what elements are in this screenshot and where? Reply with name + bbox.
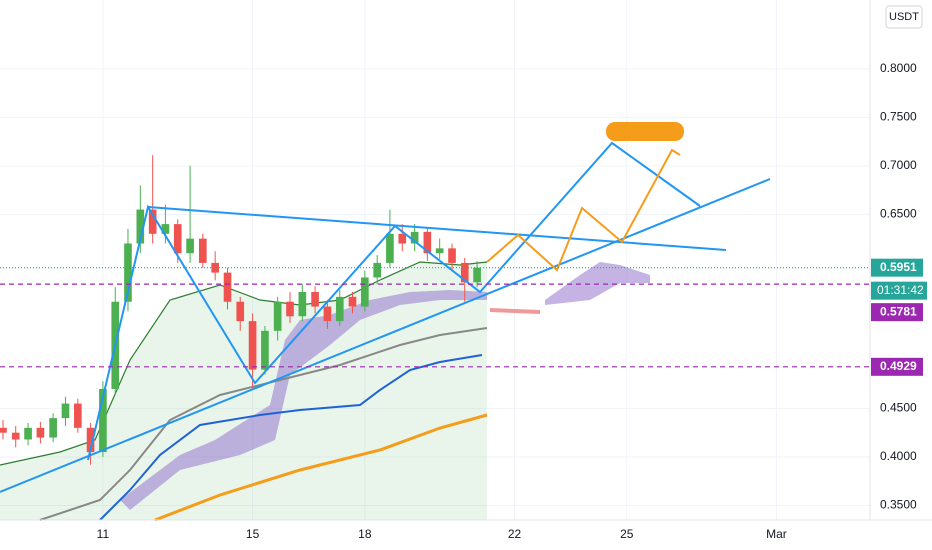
candle-body [361, 277, 369, 307]
candle-body [473, 267, 481, 283]
candle-body [61, 403, 70, 419]
ichimoku-cloud-red [490, 308, 540, 314]
candle-body [311, 292, 319, 307]
candle-body [261, 330, 269, 370]
price-label: 0.5781 [880, 304, 917, 318]
zigzag [87, 141, 701, 461]
x-tick-label: 18 [358, 527, 372, 541]
x-tick-label: 11 [97, 527, 110, 541]
candle-body [36, 427, 45, 438]
ichimoku-cloud-future [545, 262, 650, 305]
currency-badge[interactable] [885, 5, 923, 29]
countdown: 01:31:42 [877, 283, 924, 297]
price-label-box [871, 258, 923, 277]
price-label: 0.5951 [880, 260, 917, 274]
y-tick-label: 0.7500 [880, 110, 917, 124]
candle-body [49, 418, 57, 438]
candle-body [86, 427, 95, 453]
candle-body [348, 296, 357, 307]
candle-body [198, 238, 207, 263]
y-tick-label: 0.4000 [880, 449, 917, 463]
candle-body [386, 233, 394, 263]
candle-body [124, 243, 132, 302]
candle-body [11, 432, 20, 440]
y-tick-label: 0.6500 [880, 207, 917, 221]
ma-orange [154, 413, 488, 522]
candle-body [161, 224, 170, 234]
countdown-box [871, 281, 927, 300]
target-highlight [606, 122, 684, 141]
trendline-top [147, 206, 727, 251]
candle-body [273, 301, 282, 331]
candle-body [460, 262, 469, 283]
candle-body [423, 231, 432, 254]
candle-body [335, 296, 344, 322]
candle-body [74, 403, 82, 428]
ichimoku-cloud [120, 290, 487, 510]
axis-labels: 0.3500 0.4000 0.4500 0.6500 0.7000 0.7500 0.80… [97, 61, 927, 541]
candle-body [373, 262, 382, 278]
y-tick-label: 0.7000 [880, 158, 917, 172]
projection [486, 148, 681, 272]
candle-body [410, 231, 419, 244]
price-label: 0.4929 [880, 359, 917, 373]
price-label-box [871, 357, 923, 376]
candle-body [99, 389, 107, 453]
candle-body [223, 272, 232, 302]
candle-body [136, 209, 145, 244]
candle-body [173, 224, 182, 254]
x-tick-label: 15 [246, 527, 260, 541]
candle-body [448, 248, 456, 263]
ma-gray [39, 327, 488, 521]
candle-body [398, 233, 407, 244]
candle-body [24, 427, 32, 440]
candle-body [298, 292, 307, 317]
x-tick-label: 22 [508, 527, 522, 541]
currency: USDT [889, 11, 919, 23]
candle-body [236, 301, 245, 322]
trendline-bottom [0, 178, 771, 493]
ma-area [0, 262, 487, 520]
candle-body [435, 248, 444, 254]
ma-blue [99, 354, 483, 521]
candle-body [148, 209, 157, 234]
y-tick-label: 0.4500 [880, 401, 917, 415]
candle-body [0, 427, 7, 433]
candle-body [211, 262, 219, 273]
price-lines [0, 267, 870, 368]
candle-body [323, 306, 332, 322]
y-tick-label: 0.3500 [880, 498, 917, 512]
x-tick-label: Mar [766, 527, 787, 541]
candle-body [286, 301, 294, 317]
candle-body [248, 321, 257, 370]
x-tick-label: 25 [620, 527, 634, 541]
price-label-box [871, 303, 923, 322]
y-tick-label: 0.8000 [880, 61, 917, 75]
ma-fast [0, 261, 488, 466]
candle-body [186, 238, 194, 254]
